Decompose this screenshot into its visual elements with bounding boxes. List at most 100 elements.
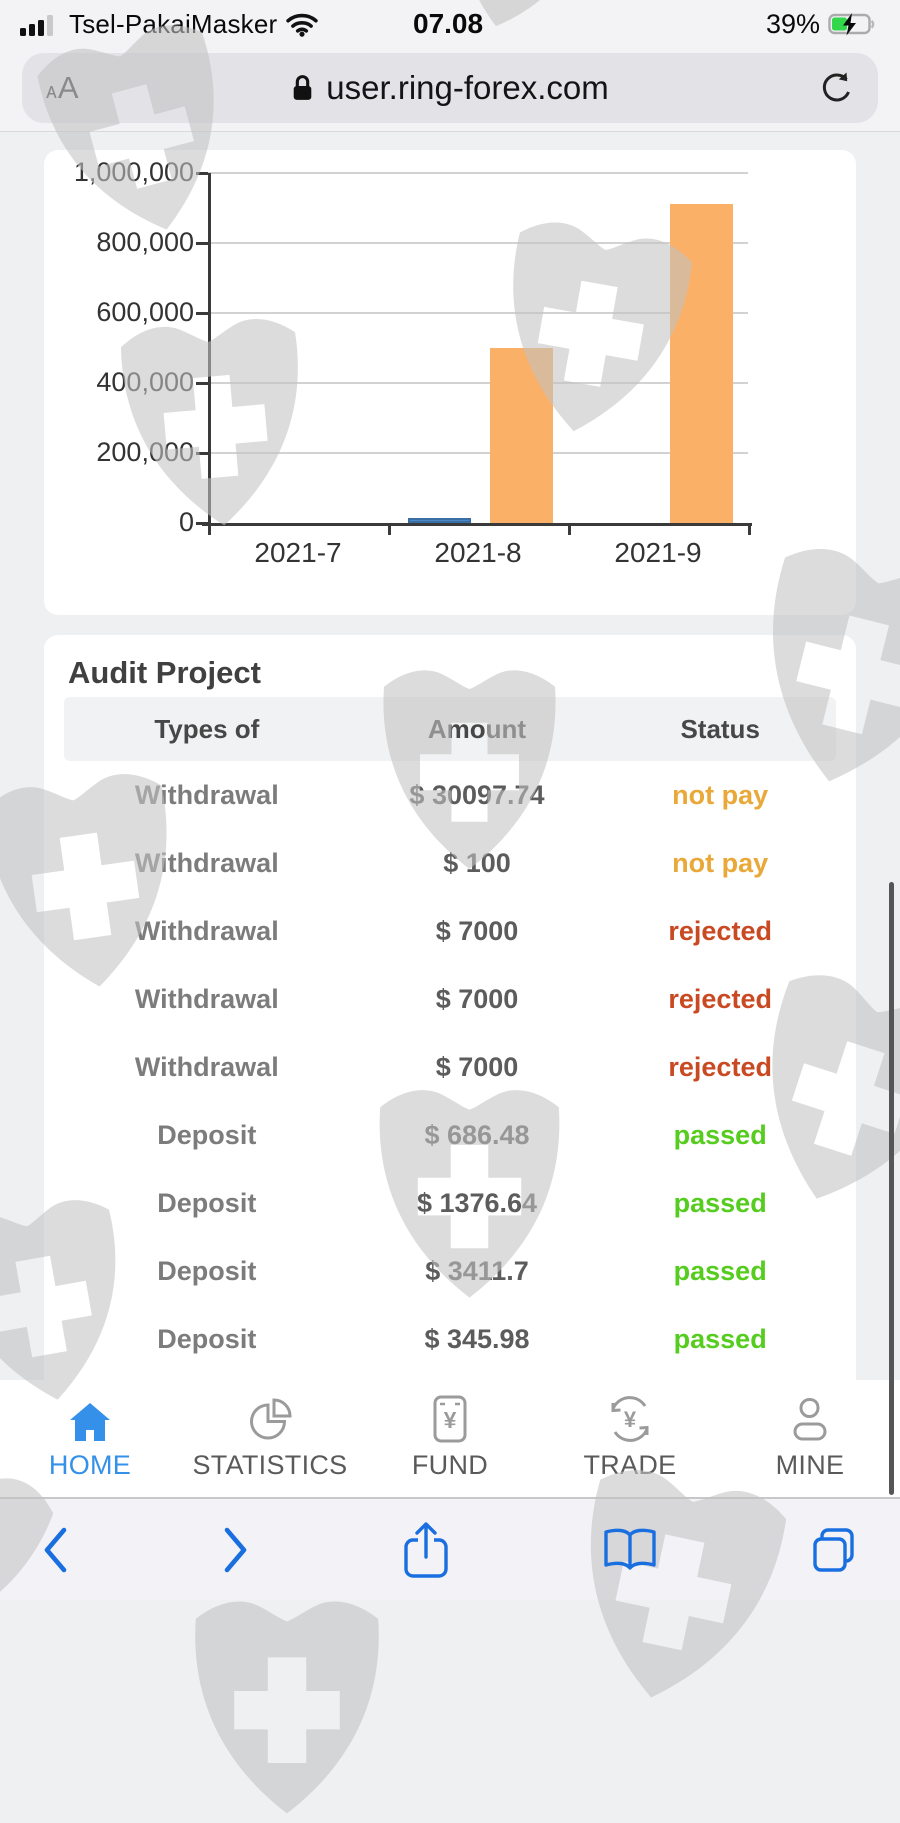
share-icon[interactable] bbox=[402, 1520, 450, 1580]
shield-cross-watermark-icon bbox=[195, 1601, 379, 1814]
carrier-label: Tsel-PakaiMasker bbox=[69, 9, 278, 39]
x-tick bbox=[748, 526, 751, 535]
forward-icon[interactable] bbox=[221, 1525, 251, 1575]
type-cell: Withdrawal bbox=[134, 983, 279, 1014]
column-header-amount: Amount bbox=[427, 713, 527, 744]
svg-text:¥: ¥ bbox=[444, 1407, 457, 1433]
amount-cell: $ 7000 bbox=[435, 1051, 519, 1082]
back-icon[interactable] bbox=[40, 1525, 70, 1575]
address-field[interactable]: user.ring-forex.com bbox=[22, 69, 878, 107]
status-badge: rejected bbox=[668, 983, 772, 1014]
x-tick bbox=[208, 526, 211, 535]
bar-2021-9-series-orange bbox=[670, 204, 733, 523]
pie-chart-icon bbox=[247, 1396, 293, 1444]
svg-text:¥: ¥ bbox=[624, 1407, 637, 1432]
battery-percent-label: 39% bbox=[765, 9, 820, 39]
amount-cell: $ 3411.7 bbox=[425, 1255, 529, 1286]
table-row: Deposit $ 686.48 passed bbox=[64, 1101, 836, 1169]
reload-button[interactable] bbox=[820, 69, 854, 107]
table-row: Deposit $ 3411.7 passed bbox=[64, 1237, 836, 1305]
y-tick bbox=[196, 381, 208, 385]
status-badge: passed bbox=[673, 1323, 767, 1354]
status-badge: not pay bbox=[672, 847, 769, 878]
status-badge: passed bbox=[673, 1119, 767, 1150]
person-icon bbox=[789, 1396, 831, 1444]
y-axis-line bbox=[208, 173, 211, 525]
y-axis-label: 400,000 bbox=[96, 367, 194, 397]
nav-label: TRADE bbox=[583, 1450, 677, 1480]
y-tick bbox=[196, 171, 208, 175]
site-nav: HOME STATISTICS ¥ FUND bbox=[0, 1380, 900, 1497]
type-cell: Withdrawal bbox=[134, 779, 279, 810]
x-axis-label: 2021-9 bbox=[614, 537, 702, 568]
bar-2021-8-series-blue bbox=[408, 518, 471, 523]
amount-cell: $ 7000 bbox=[435, 983, 519, 1014]
type-cell: Deposit bbox=[157, 1119, 257, 1150]
x-tick bbox=[388, 526, 391, 535]
gridline bbox=[208, 242, 748, 244]
yen-bill-icon: ¥ bbox=[430, 1395, 470, 1444]
column-header-types: Types of bbox=[154, 713, 260, 744]
y-axis-label: 800,000 bbox=[96, 227, 194, 257]
table-row: Deposit $ 1376.64 passed bbox=[64, 1169, 836, 1237]
safari-toolbar bbox=[0, 1497, 900, 1600]
nav-item-statistics[interactable]: STATISTICS bbox=[180, 1396, 360, 1481]
y-tick bbox=[196, 241, 208, 245]
gridline bbox=[208, 452, 748, 454]
bar-2021-8-series-orange bbox=[490, 348, 553, 523]
address-bar[interactable]: ᴀA user.ring-forex.com bbox=[22, 52, 878, 123]
nav-item-mine[interactable]: MINE bbox=[720, 1396, 900, 1481]
type-cell: Deposit bbox=[157, 1323, 257, 1354]
nav-label: FUND bbox=[411, 1450, 489, 1480]
amount-cell: $ 100 bbox=[443, 847, 511, 878]
monthly-bar-chart-card: 0 200,000 400,000 600,000 800,000 1,000,000 20… bbox=[44, 150, 856, 615]
amount-cell: $ 7000 bbox=[435, 915, 519, 946]
x-tick bbox=[568, 526, 571, 535]
page-scrollbar[interactable] bbox=[889, 882, 894, 1495]
signal-icon bbox=[20, 14, 53, 36]
audit-project-title: Audit Project bbox=[68, 655, 261, 690]
amount-cell: $ 1376.64 bbox=[416, 1187, 538, 1218]
url-text: user.ring-forex.com bbox=[326, 68, 609, 106]
yen-exchange-icon: ¥ bbox=[605, 1396, 655, 1444]
y-axis-label: 200,000 bbox=[96, 437, 194, 467]
clock: 07.08 bbox=[413, 8, 484, 39]
type-cell: Withdrawal bbox=[134, 847, 279, 878]
nav-label: MINE bbox=[775, 1450, 845, 1480]
audit-project-card: Audit Project Types of Amount Status Wit… bbox=[44, 635, 856, 1381]
x-axis-line bbox=[202, 523, 752, 526]
type-cell: Withdrawal bbox=[134, 915, 279, 946]
type-cell: Deposit bbox=[157, 1187, 257, 1218]
nav-item-fund[interactable]: ¥ FUND bbox=[360, 1395, 540, 1481]
status-badge: rejected bbox=[668, 1051, 772, 1082]
nav-item-home[interactable]: HOME bbox=[0, 1396, 180, 1481]
type-cell: Withdrawal bbox=[134, 1051, 279, 1082]
table-row: Deposit $ 345.98 passed bbox=[64, 1305, 836, 1373]
home-icon bbox=[67, 1396, 113, 1444]
status-badge: passed bbox=[673, 1187, 767, 1218]
status-badge: rejected bbox=[668, 915, 772, 946]
table-row: Withdrawal $ 100 not pay bbox=[64, 829, 836, 897]
lock-icon bbox=[293, 75, 312, 100]
table-row: Withdrawal $ 7000 rejected bbox=[64, 897, 836, 965]
y-tick bbox=[196, 311, 208, 315]
nav-label: HOME bbox=[48, 1450, 132, 1480]
gridline bbox=[208, 382, 748, 384]
status-bar: Tsel-PakaiMasker 07.08 39% bbox=[0, 0, 900, 45]
amount-cell: $ 345.98 bbox=[424, 1323, 530, 1354]
type-cell: Deposit bbox=[157, 1255, 257, 1286]
tabs-icon[interactable] bbox=[810, 1526, 860, 1574]
y-tick bbox=[196, 451, 208, 455]
amount-cell: $ 30097.74 bbox=[409, 779, 545, 810]
wifi-icon bbox=[286, 13, 319, 37]
amount-cell: $ 686.48 bbox=[424, 1119, 530, 1150]
audit-table-body: Withdrawal $ 30097.74 not pay Withdrawal… bbox=[64, 761, 836, 1373]
status-badge: passed bbox=[673, 1255, 767, 1286]
nav-item-trade[interactable]: ¥ TRADE bbox=[540, 1396, 720, 1481]
gridline bbox=[208, 172, 748, 174]
bookmarks-icon[interactable] bbox=[601, 1526, 659, 1574]
audit-table-header: Types of Amount Status bbox=[64, 697, 836, 761]
browser-chrome: Tsel-PakaiMasker 07.08 39% bbox=[0, 0, 900, 132]
table-row: Withdrawal $ 7000 rejected bbox=[64, 1033, 836, 1101]
